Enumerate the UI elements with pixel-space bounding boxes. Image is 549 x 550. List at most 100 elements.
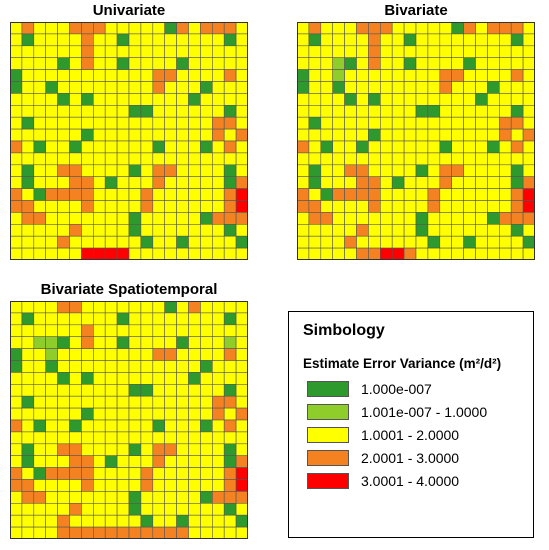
grid-cell: [391, 224, 405, 237]
grid-cell: [21, 503, 35, 516]
grid-cell: [116, 312, 130, 326]
grid-cell: [57, 188, 70, 201]
grid-cell: [128, 384, 142, 397]
grid-cell: [140, 33, 154, 47]
grid-cell: [21, 105, 35, 118]
grid-cell: [487, 45, 500, 58]
grid-cell: [10, 116, 23, 130]
grid-cell: [212, 164, 225, 178]
grid-cell: [332, 45, 345, 58]
grid-cell: [45, 455, 58, 468]
grid-cell: [176, 93, 189, 106]
grid-cell: [57, 105, 70, 118]
grid-cell: [188, 128, 201, 142]
grid-cell: [368, 22, 381, 35]
grid-cell: [45, 491, 58, 504]
grid-cell: [176, 69, 189, 82]
grid-cell: [45, 57, 58, 70]
grid-cell: [140, 431, 154, 445]
grid-cell: [403, 164, 417, 178]
grid-cell: [21, 514, 35, 528]
grid-cell: [427, 247, 441, 260]
grid-cell: [332, 176, 345, 189]
grid-cell: [439, 69, 453, 82]
grid-cell: [69, 45, 82, 58]
grid-cell: [522, 164, 535, 178]
grid-cell: [164, 33, 177, 47]
grid-cell: [451, 116, 464, 130]
grid-cell: [104, 152, 118, 166]
grid-cell: [391, 22, 405, 35]
grid-cell: [45, 188, 58, 201]
grid-cell: [212, 224, 225, 237]
grid-cell: [152, 526, 166, 539]
grid-cell: [128, 200, 142, 213]
grid-cell: [21, 312, 35, 326]
grid-cell: [235, 140, 248, 154]
grid-cell: [522, 105, 535, 118]
grid-cell: [320, 93, 333, 106]
grid-cell: [33, 455, 46, 468]
grid-cell: [21, 69, 35, 82]
grid-cell: [212, 33, 225, 47]
grid-cell: [45, 81, 58, 94]
grid-cell: [235, 526, 248, 539]
grid-cell: [69, 116, 82, 130]
grid-cell: [439, 200, 453, 213]
grid-cell: [308, 164, 322, 178]
grid-cell: [33, 224, 46, 237]
grid-cell: [522, 200, 535, 213]
grid-cell: [128, 176, 142, 189]
grid-cell: [403, 152, 417, 166]
grid-cell: [69, 395, 82, 409]
grid-cell: [475, 93, 488, 106]
grid-cell: [21, 455, 35, 468]
grid-cell: [33, 395, 46, 409]
grid-cell: [33, 384, 46, 397]
grid-cell: [176, 164, 189, 178]
grid-cell: [415, 69, 429, 82]
grid-cell: [81, 312, 94, 326]
grid-cell: [223, 526, 237, 539]
grid-cell: [475, 105, 488, 118]
grid-cell: [200, 407, 213, 421]
grid-cell: [81, 33, 94, 47]
grid-cell: [510, 164, 524, 178]
grid-cell: [128, 212, 142, 225]
grid-cell: [380, 188, 393, 201]
grid-cell: [176, 33, 189, 47]
grid-cell: [93, 224, 106, 237]
grid-cell: [81, 348, 94, 361]
grid-cell: [10, 164, 23, 178]
grid-cell: [152, 503, 166, 516]
grid-cell: [152, 301, 166, 314]
grid-cell: [69, 212, 82, 225]
grid-cell: [212, 491, 225, 504]
grid-cell: [57, 514, 70, 528]
grid-cell: [344, 105, 357, 118]
grid-cell: [152, 22, 166, 35]
grid-cell: [223, 235, 237, 249]
map-title-univariate: Univariate: [92, 2, 166, 19]
grid-cell: [200, 395, 213, 409]
grid-cell: [93, 372, 106, 385]
grid-cell: [69, 235, 82, 249]
grid-cell: [33, 140, 46, 154]
grid-cell: [510, 93, 524, 106]
grid-cell: [380, 235, 393, 249]
grid-cell: [81, 324, 94, 337]
grid-cell: [415, 33, 429, 47]
grid-cell: [128, 312, 142, 326]
grid-cell: [475, 140, 488, 154]
grid-cell: [332, 200, 345, 213]
grid-cell: [391, 33, 405, 47]
grid-cell: [116, 324, 130, 337]
grid-cell: [116, 247, 130, 260]
grid-cell: [510, 235, 524, 249]
grid-cell: [451, 33, 464, 47]
grid-cell: [10, 443, 23, 457]
grid-cell: [463, 81, 476, 94]
grid-cell: [116, 22, 130, 35]
grid-cell: [200, 224, 213, 237]
grid-cell: [463, 45, 476, 58]
